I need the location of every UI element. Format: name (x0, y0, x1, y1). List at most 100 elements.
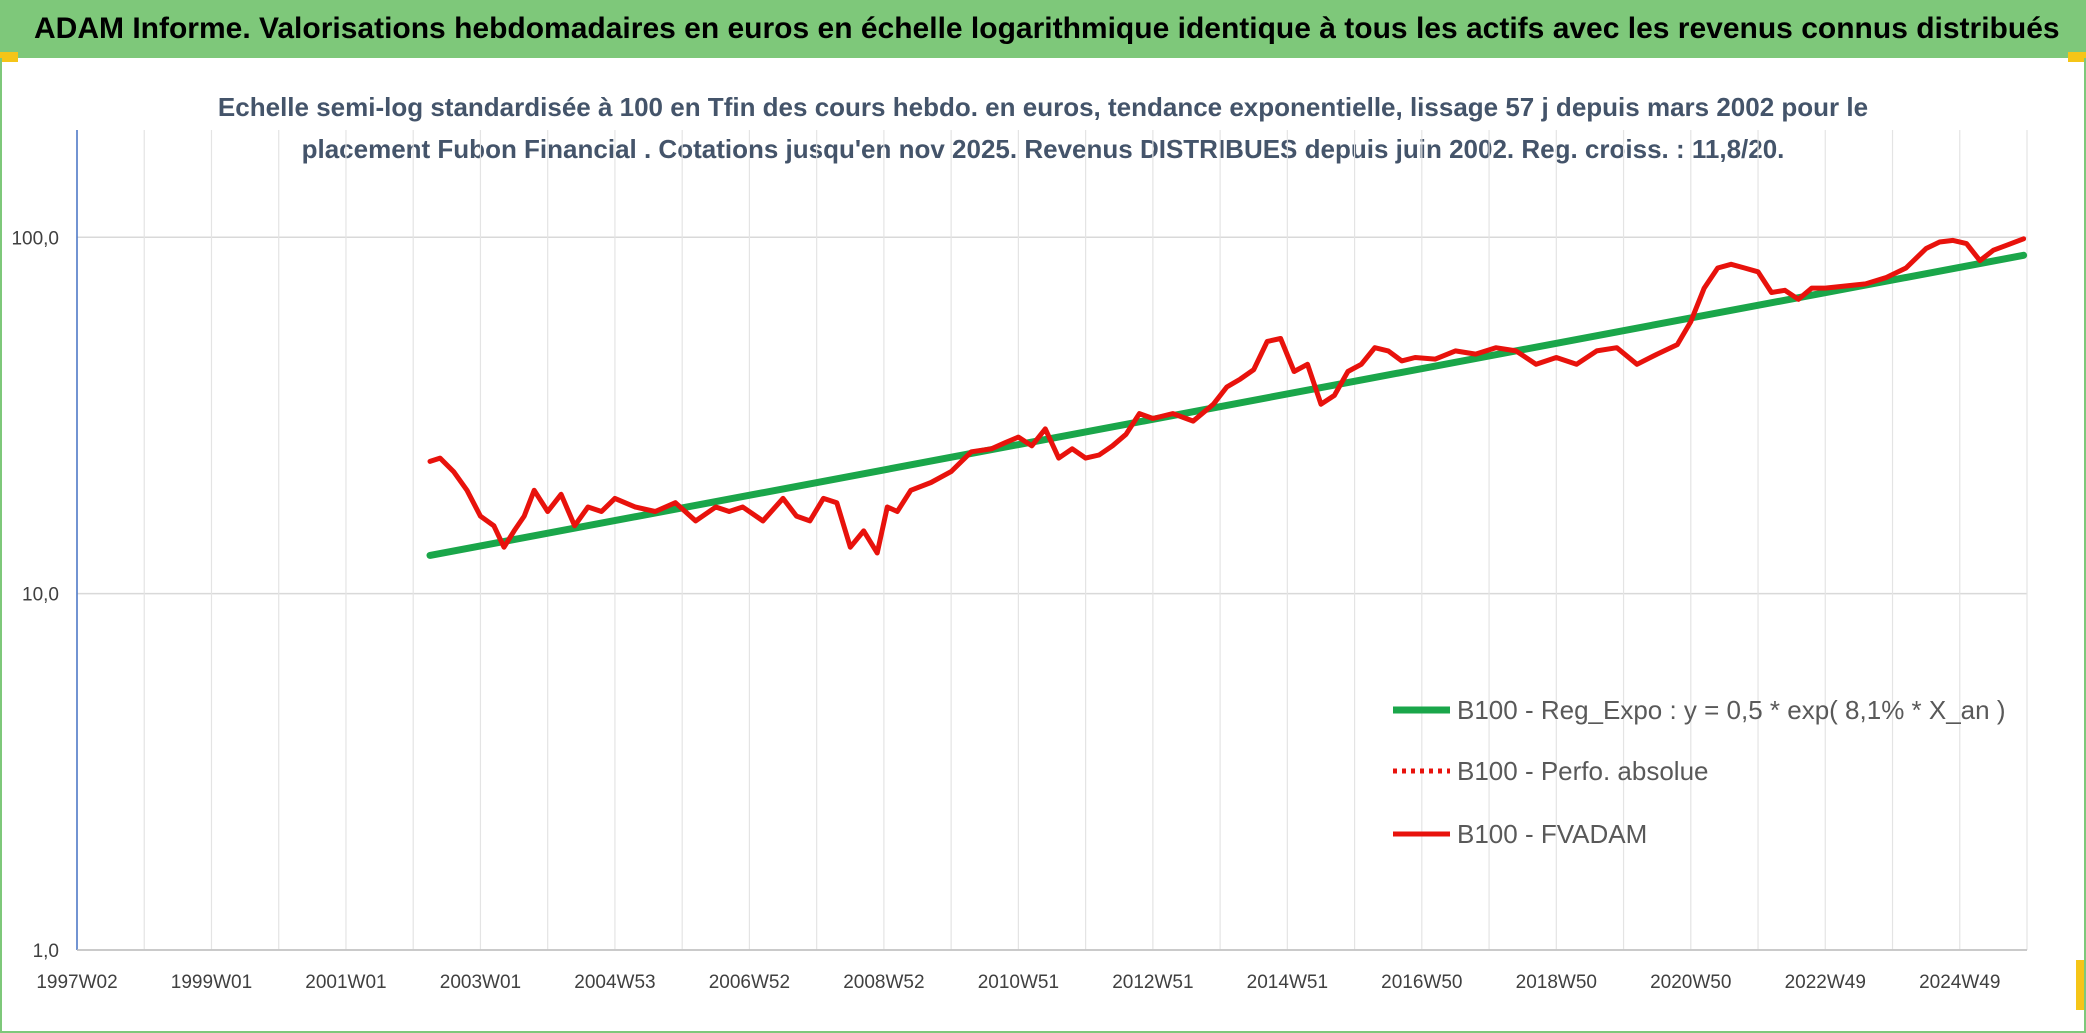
corner-marker-left (0, 52, 18, 62)
data-point (1387, 350, 1389, 352)
data-point (910, 489, 912, 491)
data-point (1575, 363, 1577, 365)
data-point (809, 520, 811, 522)
data-point (1535, 363, 1537, 365)
x-axis: 1997W02 1999W01 2001W01 2003W01 2004W53 2006W… (36, 949, 2027, 993)
x-tick-label: 2012W51 (1112, 972, 1193, 993)
chart-title-line-1: Echelle semi-log standardisée à 100 en T… (218, 92, 1868, 122)
data-point (1434, 358, 1436, 360)
data-point (533, 489, 535, 491)
data-point (822, 497, 824, 499)
data-point (1401, 360, 1403, 362)
data-point (1515, 350, 1517, 352)
data-point (1280, 337, 1282, 339)
data-point (990, 448, 992, 450)
data-point (1885, 277, 1887, 279)
data-point (1475, 353, 1477, 355)
y-tick-label: 1,0 (33, 941, 59, 962)
data-point (1058, 457, 1060, 459)
data-point (863, 530, 865, 532)
data-point (930, 482, 932, 484)
data-point (614, 497, 616, 499)
x-tick-label: 1997W02 (36, 972, 117, 993)
y-tick-label: 10,0 (22, 585, 59, 606)
trend-point (2023, 254, 2025, 256)
data-point (1414, 356, 1416, 358)
data-point (674, 502, 676, 504)
data-point (782, 497, 784, 499)
corner-marker-right (2068, 52, 2086, 62)
data-point (1239, 378, 1241, 380)
corner-marker-bottom-right (2076, 960, 2086, 1010)
data-point (493, 525, 495, 527)
data-point (1347, 371, 1349, 373)
data-point (547, 511, 549, 513)
x-tick-label: 2006W52 (709, 972, 790, 993)
data-point (574, 525, 576, 527)
data-point (1320, 403, 1322, 405)
x-tick-label: 2014W51 (1247, 972, 1328, 993)
data-point (503, 546, 505, 548)
data-point (439, 457, 441, 459)
data-point (950, 471, 952, 473)
data-point (1374, 347, 1376, 349)
data-point (1596, 350, 1598, 352)
data-point (1925, 248, 1927, 250)
data-point (453, 471, 455, 473)
data-point (1965, 243, 1967, 245)
data-point (1616, 347, 1618, 349)
data-point (654, 511, 656, 513)
data-point (1784, 289, 1786, 291)
x-tick-label: 2001W01 (305, 972, 386, 993)
x-tick-label: 2020W50 (1650, 972, 1731, 993)
data-point (1085, 457, 1087, 459)
data-point (742, 506, 744, 508)
data-point (1212, 403, 1214, 405)
legend-label: B100 - FVADAM (1457, 819, 1647, 849)
data-point (513, 530, 515, 532)
y-tick-label: 100,0 (11, 228, 59, 249)
data-point (1905, 267, 1907, 269)
data-point (1730, 263, 1732, 265)
data-point (1112, 445, 1114, 447)
data-point (1656, 353, 1658, 355)
data-point (1744, 267, 1746, 269)
x-tick-label: 2008W52 (843, 972, 924, 993)
data-point (1690, 321, 1692, 323)
data-point (886, 506, 888, 508)
data-point (1844, 285, 1846, 287)
data-point (1992, 249, 1994, 251)
x-tick-label: 1999W01 (171, 972, 252, 993)
data-point (1865, 283, 1867, 285)
data-point (1307, 363, 1309, 365)
data-point (523, 515, 525, 517)
data-point (634, 506, 636, 508)
trend-point (429, 554, 431, 556)
data-point (1636, 363, 1638, 365)
y-axis: 1,0 10,0 100,0 (11, 130, 78, 962)
data-point (2023, 238, 2025, 240)
legend: B100 - Reg_Expo : y = 0,5 * exp( 8,1% * … (1393, 695, 2006, 849)
data-point (1757, 271, 1759, 273)
x-tick-label: 2016W50 (1381, 972, 1462, 993)
data-point (1293, 371, 1295, 373)
data-point (795, 515, 797, 517)
series-layer (426, 236, 2028, 559)
data-point (1017, 436, 1019, 438)
x-tick-label: 2004W53 (574, 972, 655, 993)
x-tick-label: 2018W50 (1516, 972, 1597, 993)
data-point (1138, 413, 1140, 415)
data-point (1811, 287, 1813, 289)
data-point (728, 511, 730, 513)
data-point (1676, 344, 1678, 346)
data-point (587, 506, 589, 508)
data-point (1192, 420, 1194, 422)
data-point (429, 460, 431, 462)
x-tick-label: 2024W49 (1919, 972, 2000, 993)
data-point (1226, 386, 1228, 388)
data-point (1125, 433, 1127, 435)
data-point (1172, 413, 1174, 415)
data-point (560, 493, 562, 495)
